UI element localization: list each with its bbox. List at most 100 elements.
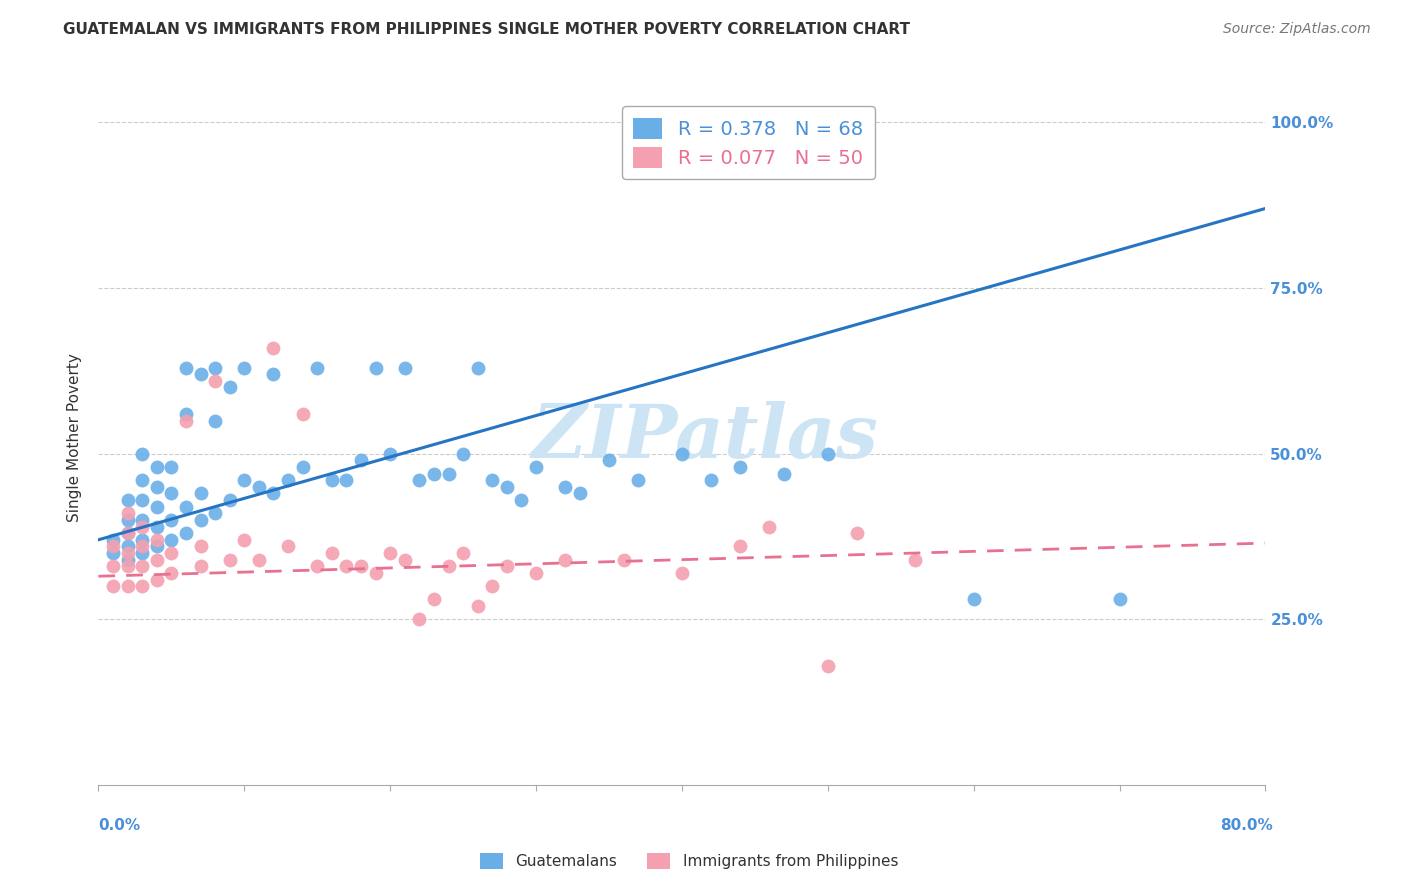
Point [904, 552, 927, 566]
Point [962, 592, 984, 607]
Point [335, 473, 357, 487]
Point [146, 459, 169, 474]
Point [277, 540, 299, 554]
Point [117, 493, 139, 508]
Point [262, 367, 284, 381]
Point [174, 500, 197, 514]
Point [146, 519, 169, 533]
Point [101, 559, 124, 574]
Point [598, 453, 620, 467]
Point [117, 559, 139, 574]
Text: 80.0%: 80.0% [1219, 818, 1272, 833]
Point [247, 480, 270, 494]
Point [117, 506, 139, 520]
Point [495, 559, 517, 574]
Point [160, 546, 183, 560]
Point [321, 546, 343, 560]
Point [262, 341, 284, 355]
Point [117, 540, 139, 554]
Point [117, 526, 139, 541]
Point [117, 552, 139, 566]
Point [131, 559, 153, 574]
Point [218, 552, 240, 566]
Point [233, 533, 256, 547]
Point [101, 546, 124, 560]
Legend: Guatemalans, Immigrants from Philippines: Guatemalans, Immigrants from Philippines [474, 847, 904, 875]
Point [408, 612, 430, 626]
Point [423, 592, 446, 607]
Point [204, 374, 226, 388]
Point [146, 533, 169, 547]
Point [247, 552, 270, 566]
Point [451, 447, 474, 461]
Point [817, 658, 839, 673]
Point [568, 486, 591, 500]
Y-axis label: Single Mother Poverty: Single Mother Poverty [67, 352, 83, 522]
Legend: R = 0.378   N = 68, R = 0.077   N = 50: R = 0.378 N = 68, R = 0.077 N = 50 [621, 106, 875, 179]
Point [728, 459, 751, 474]
Point [190, 486, 212, 500]
Point [291, 459, 314, 474]
Point [146, 573, 169, 587]
Point [233, 473, 256, 487]
Point [160, 566, 183, 580]
Text: ZIPatlas: ZIPatlas [531, 401, 879, 474]
Point [204, 506, 226, 520]
Point [190, 513, 212, 527]
Point [131, 579, 153, 593]
Point [233, 360, 256, 375]
Point [131, 519, 153, 533]
Point [627, 473, 650, 487]
Point [1108, 592, 1130, 607]
Point [321, 473, 343, 487]
Point [350, 453, 373, 467]
Point [131, 473, 153, 487]
Point [174, 407, 197, 421]
Point [204, 413, 226, 427]
Point [146, 480, 169, 494]
Point [146, 500, 169, 514]
Point [117, 579, 139, 593]
Point [131, 513, 153, 527]
Point [700, 473, 723, 487]
Point [160, 459, 183, 474]
Point [190, 559, 212, 574]
Text: 0.0%: 0.0% [98, 818, 141, 833]
Point [467, 599, 489, 613]
Point [481, 473, 503, 487]
Point [277, 473, 299, 487]
Point [524, 459, 547, 474]
Point [671, 566, 693, 580]
Point [131, 493, 153, 508]
Text: GUATEMALAN VS IMMIGRANTS FROM PHILIPPINES SINGLE MOTHER POVERTY CORRELATION CHAR: GUATEMALAN VS IMMIGRANTS FROM PHILIPPINE… [63, 22, 910, 37]
Point [378, 546, 402, 560]
Point [612, 552, 634, 566]
Point [495, 480, 517, 494]
Point [117, 546, 139, 560]
Point [174, 413, 197, 427]
Point [174, 526, 197, 541]
Point [350, 559, 373, 574]
Point [437, 559, 460, 574]
Point [131, 540, 153, 554]
Point [510, 493, 533, 508]
Point [190, 367, 212, 381]
Point [467, 360, 489, 375]
Text: Source: ZipAtlas.com: Source: ZipAtlas.com [1223, 22, 1371, 37]
Point [131, 447, 153, 461]
Point [364, 360, 387, 375]
Point [190, 540, 212, 554]
Point [394, 360, 416, 375]
Point [307, 559, 329, 574]
Point [131, 533, 153, 547]
Point [218, 493, 240, 508]
Point [671, 447, 693, 461]
Point [451, 546, 474, 560]
Point [554, 480, 576, 494]
Point [160, 533, 183, 547]
Point [817, 447, 839, 461]
Point [364, 566, 387, 580]
Point [131, 546, 153, 560]
Point [146, 552, 169, 566]
Point [554, 552, 576, 566]
